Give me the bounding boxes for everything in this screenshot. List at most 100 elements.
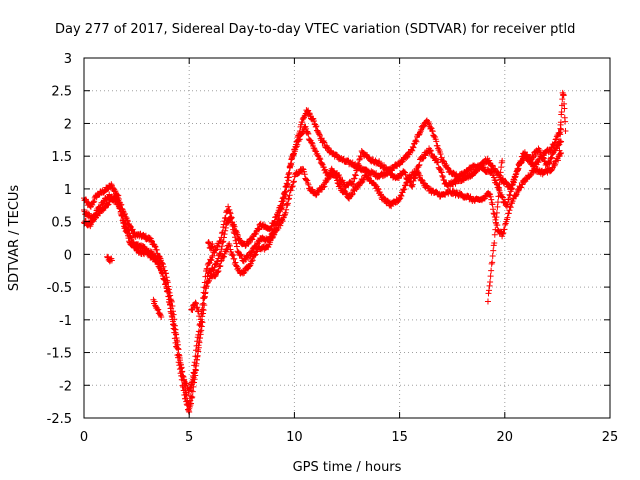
data-point [514,165,521,172]
data-point [187,384,194,391]
data-point [228,215,235,222]
data-point [237,252,244,259]
data-point [420,123,427,130]
data-point [305,130,312,137]
data-point [155,306,162,313]
data-point [219,243,226,250]
data-point [140,243,147,250]
x-axis-label: GPS time / hours [293,460,402,475]
data-point [521,179,528,186]
data-point [309,186,316,193]
data-point [186,387,193,394]
data-point [117,205,124,212]
data-point [248,249,255,256]
data-point [439,173,446,180]
data-point [148,237,155,244]
data-point [208,256,215,263]
data-point [302,176,309,183]
data-point [114,194,121,201]
data-point [499,175,506,182]
data-point [429,128,436,135]
data-point [180,387,187,394]
data-point [282,193,289,200]
data-point [499,157,506,164]
data-point [437,151,444,158]
data-point [402,171,409,178]
data-point [193,300,200,307]
data-point [120,216,127,223]
data-point [193,305,200,312]
data-point [197,328,204,335]
x-tick-label: 10 [286,430,303,445]
data-point [372,182,379,189]
data-point [312,123,319,130]
data-point [492,177,499,184]
data-point [294,141,301,148]
data-point [288,161,295,168]
data-point [324,144,331,151]
data-point [164,287,171,294]
data-point [557,131,564,138]
data-point [217,263,224,270]
data-point [308,139,315,146]
data-point [203,283,210,290]
data-point [90,199,97,206]
data-point [532,152,539,159]
data-point [160,275,167,282]
data-point [546,159,553,166]
data-point [505,210,512,217]
data-point [197,322,204,329]
data-point [492,226,499,233]
grid [84,58,610,418]
data-point [316,131,323,138]
data-point [484,298,491,305]
data-point [280,197,287,204]
data-point [314,188,321,195]
data-point [222,224,229,231]
data-point [556,139,563,146]
data-point [350,180,357,187]
data-point [377,191,384,198]
data-point [416,161,423,168]
data-point [192,366,199,373]
data-point [189,388,196,395]
data-point [555,157,562,164]
data-point [229,252,236,259]
data-point [199,306,206,313]
data-point [406,178,413,185]
data-point [381,195,388,202]
data-point [412,137,419,144]
data-point [290,178,297,185]
data-point [232,234,239,241]
data-point [271,226,278,233]
data-point [515,166,522,173]
data-point [301,171,308,178]
data-point [183,398,190,405]
data-point [499,230,506,237]
data-point [499,194,506,201]
data-point [200,295,207,302]
data-point [289,183,296,190]
data-point [191,369,198,376]
data-point [355,183,362,190]
data-point [427,147,434,154]
data-point [222,227,229,234]
data-point [305,181,312,188]
data-point [487,191,494,198]
data-point [485,290,492,297]
plot-frame [83,57,611,419]
data-point [126,222,133,229]
data-point [174,341,181,348]
data-point [313,123,320,130]
data-point [229,222,236,229]
data-point [227,210,234,217]
data-point [157,311,164,318]
data-point [100,198,107,205]
data-point [556,130,563,137]
data-point [488,260,495,267]
data-point [215,255,222,262]
data-point [488,196,495,203]
data-point [118,212,125,219]
data-point [228,219,235,226]
data-point [284,182,291,189]
